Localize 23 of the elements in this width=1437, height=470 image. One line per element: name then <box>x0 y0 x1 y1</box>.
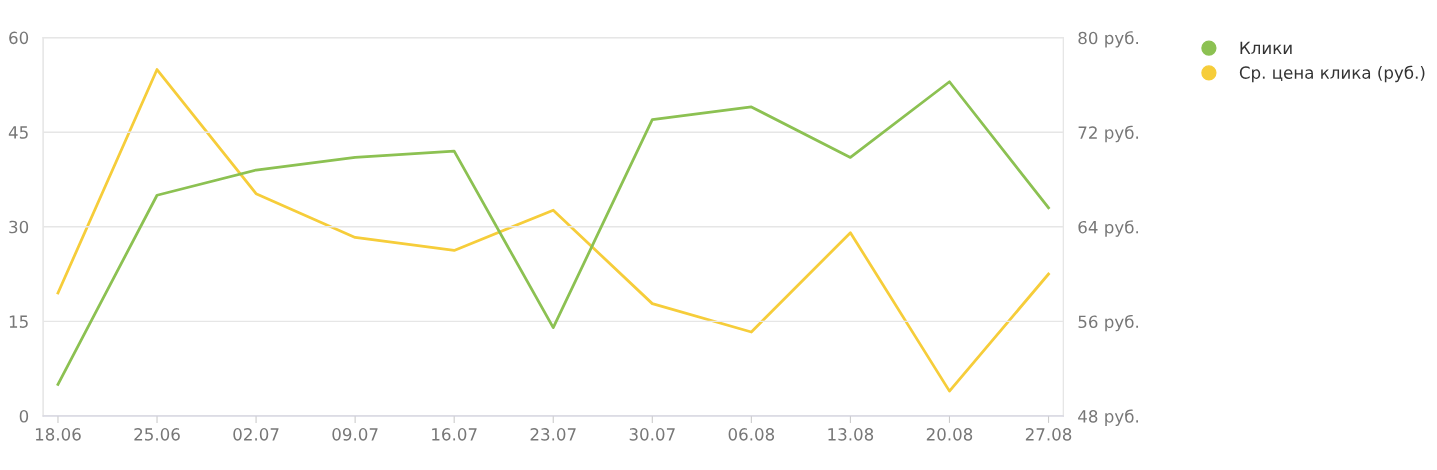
x-tick-label: 27.08 <box>1025 428 1072 441</box>
x-tick-label: 18.06 <box>35 428 81 441</box>
y2-tick-label: 48 руб. <box>1078 409 1138 426</box>
x-tick-label: 09.07 <box>332 428 378 441</box>
y-tick-label: 15 <box>9 315 28 328</box>
x-tick-label: 16.07 <box>432 428 477 441</box>
x-tick-label: 20.08 <box>926 428 973 441</box>
x-tick-label: 23.07 <box>530 428 576 441</box>
y2-tick-label: 64 руб. <box>1078 220 1138 237</box>
x-tick-label: 30.07 <box>629 428 675 441</box>
legend-label: Клики <box>1240 41 1292 54</box>
y2-tick-label: 72 руб. <box>1078 125 1138 143</box>
x-tick-label: 13.08 <box>828 428 874 441</box>
legend-label: Ср. цена клика (руб.) <box>1239 65 1425 83</box>
y2-tick-label: 56 руб. <box>1078 314 1138 332</box>
x-tick-label: 06.08 <box>728 428 775 441</box>
x-tick-label: 02.07 <box>233 428 279 441</box>
y-tick-label: 0 <box>19 409 29 423</box>
y-tick-label: 45 <box>8 126 28 139</box>
y-tick-label: 30 <box>9 220 29 234</box>
y-tick-label: 60 <box>9 31 29 45</box>
y2-tick-label: 80 руб. <box>1078 31 1138 48</box>
x-tick-label: 25.06 <box>134 428 180 441</box>
